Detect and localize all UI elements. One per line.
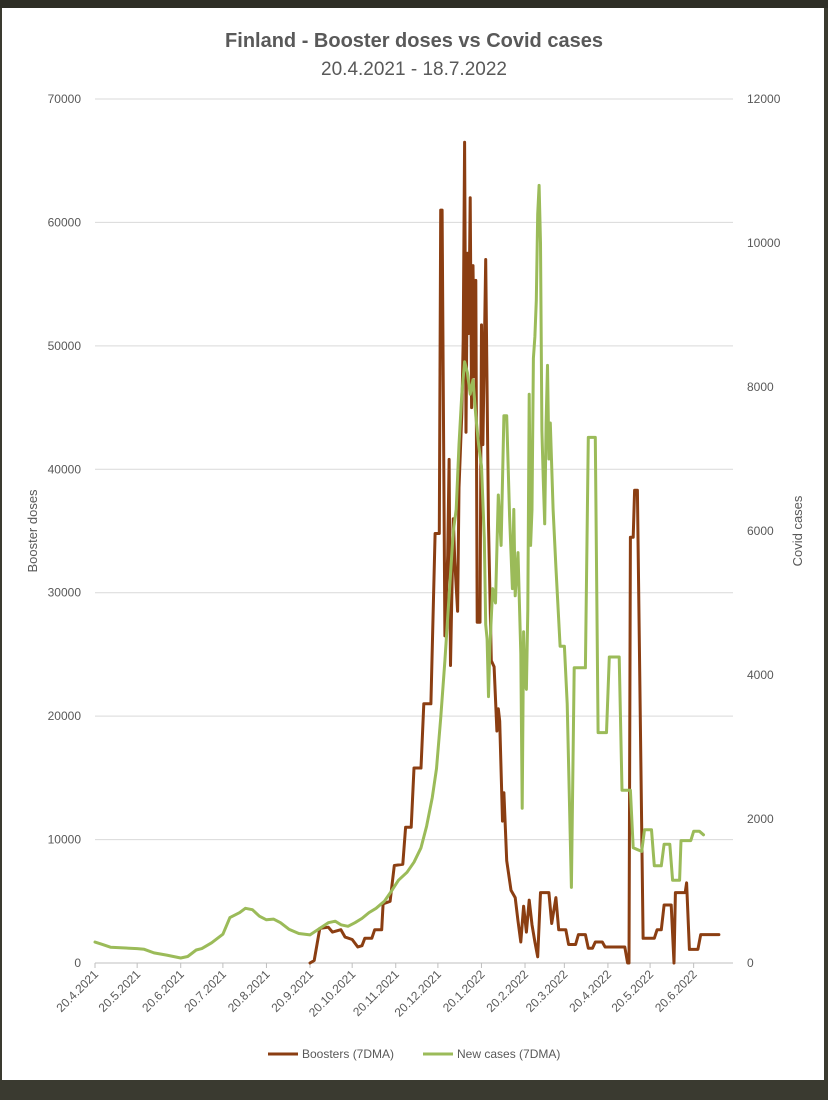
window-bottom-border: [0, 1080, 828, 1100]
y-tick-label-left: 10000: [48, 833, 82, 847]
y-tick-label-right: 2000: [747, 812, 774, 826]
x-tick-label: 20.3.2022: [523, 967, 571, 1015]
y-ticks-left: 0 10000 20000 30000 40000 50000 60000 70000: [48, 92, 82, 970]
y-tick-label-left: 60000: [48, 215, 82, 229]
x-tick-label: 20.4.2021: [53, 967, 101, 1015]
y-tick-label-right: 4000: [747, 668, 774, 682]
y-ticks-right: 0 2000 4000 6000 8000 10000 12000: [747, 92, 781, 970]
legend-label-boosters: Boosters (7DMA): [302, 1047, 394, 1061]
x-tick-label: 20.5.2021: [96, 967, 144, 1015]
series-lines: [93, 140, 721, 965]
y-tick-label-right: 8000: [747, 380, 774, 394]
y-tick-label-left: 0: [74, 956, 81, 970]
x-tick-label: 20.4.2022: [566, 967, 614, 1015]
x-tick-label: 20.6.2022: [652, 967, 700, 1015]
boosters-line: [308, 140, 721, 965]
y-tick-label-left: 50000: [48, 339, 82, 353]
x-ticks: 20.4.202120.5.202120.6.202120.7.202120.8…: [53, 963, 700, 1020]
y-tick-label-right: 12000: [747, 92, 781, 106]
y-axis-label-right: Covid cases: [790, 495, 805, 566]
y-tick-label-right: 10000: [747, 236, 781, 250]
y-tick-label-right: 6000: [747, 524, 774, 538]
y-tick-label-left: 30000: [48, 586, 82, 600]
y-tick-label-right: 0: [747, 956, 754, 970]
x-tick-label: 20.7.2021: [181, 967, 229, 1015]
chart-subtitle: 20.4.2021 - 18.7.2022: [321, 59, 507, 80]
y-tick-label-left: 20000: [48, 709, 82, 723]
x-tick-label: 20.6.2021: [139, 967, 187, 1015]
x-tick-label: 20.1.2022: [440, 967, 488, 1015]
y-axis-label-left: Booster doses: [25, 489, 40, 573]
new-cases-line: [93, 183, 705, 960]
chart-title: Finland - Booster doses vs Covid cases: [225, 30, 603, 52]
window-top-border: [0, 0, 828, 8]
x-tick-label: 20.5.2022: [609, 967, 657, 1015]
x-tick-label: 20.8.2021: [225, 967, 273, 1015]
legend: Boosters (7DMA) New cases (7DMA): [268, 1047, 560, 1061]
y-tick-label-left: 70000: [48, 92, 82, 106]
y-tick-label-left: 40000: [48, 462, 82, 476]
legend-label-new-cases: New cases (7DMA): [457, 1047, 560, 1061]
